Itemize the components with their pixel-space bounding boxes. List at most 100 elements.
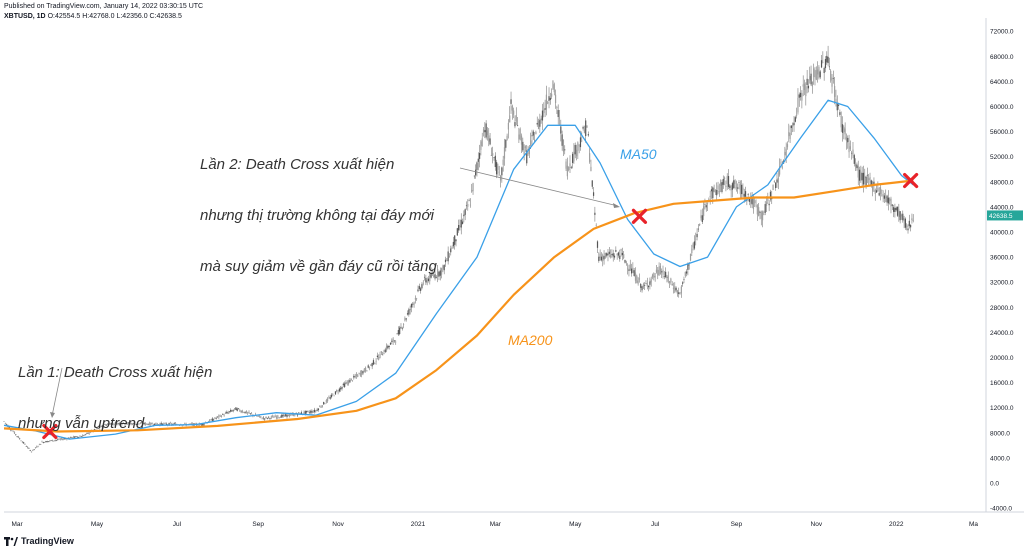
candle-body: [11, 430, 13, 432]
candle-body: [285, 414, 287, 416]
candle-body: [270, 416, 272, 418]
candle-body: [497, 166, 499, 170]
candle-body: [129, 423, 131, 425]
candle-body: [72, 436, 75, 438]
x-tick-label: Sep: [252, 521, 264, 528]
candle-body: [836, 102, 838, 111]
annotation-first-cross: Lần 1: Death Cross xuất hiện nhưng vẫn u…: [18, 330, 212, 449]
candle-body: [227, 412, 229, 414]
candle-body: [680, 286, 682, 294]
candle-body: [692, 243, 694, 248]
candle-body: [595, 225, 597, 226]
candle-body: [454, 235, 456, 245]
candle-body: [42, 442, 44, 443]
candle-body: [61, 438, 63, 440]
candle-body: [399, 327, 401, 335]
candle-body: [835, 98, 837, 103]
candle-body: [47, 441, 50, 442]
candle-body: [319, 406, 321, 408]
candle-body: [303, 411, 305, 414]
candle-body: [505, 139, 507, 148]
candle-body: [361, 370, 363, 375]
candle-body: [514, 122, 516, 127]
candle-body: [23, 442, 25, 444]
candle-body: [891, 204, 893, 206]
candle-body: [274, 415, 276, 418]
candle-body: [118, 423, 120, 425]
candle-body: [738, 182, 740, 183]
candle-body: [393, 340, 396, 342]
candle-body: [877, 187, 879, 192]
candle-body: [120, 424, 122, 425]
candle-body: [858, 169, 861, 181]
candle-body: [324, 403, 326, 405]
candle-body: [856, 164, 858, 169]
candle-body: [598, 256, 600, 261]
candle-body: [691, 248, 693, 254]
candle-body: [644, 285, 646, 286]
candle-body: [502, 159, 504, 165]
candle-body: [109, 423, 111, 425]
candle-body: [442, 265, 444, 269]
candle-body: [282, 414, 284, 417]
candle-body: [142, 424, 144, 425]
candle-body: [366, 370, 368, 372]
candle-body: [458, 224, 460, 231]
candle-body: [383, 353, 385, 355]
candle-body: [878, 192, 880, 196]
candle-body: [592, 192, 595, 196]
candle-body: [759, 211, 761, 213]
candle-body: [482, 129, 485, 133]
candle-body: [767, 196, 769, 201]
y-axis: 72000.0 68000.0 64000.0 60000.0 56000.0 52000…: [987, 29, 1023, 513]
candle-body: [144, 423, 147, 425]
candle-body: [51, 439, 54, 442]
candle-body: [784, 151, 786, 156]
candle-body: [28, 448, 30, 449]
candle-body: [226, 412, 228, 414]
candle-body: [78, 436, 80, 438]
candle-body: [362, 371, 364, 374]
candle-body: [247, 412, 249, 414]
candle-body: [797, 97, 799, 113]
candle-body: [121, 424, 123, 425]
candle-body: [641, 286, 643, 291]
candle-body: [240, 411, 242, 413]
candle-body: [459, 226, 461, 227]
candle-body: [327, 398, 329, 402]
y-tick-label: 68000.0: [990, 54, 1014, 61]
candle-body: [450, 248, 452, 253]
candle-body: [378, 357, 380, 360]
candle-body: [834, 86, 836, 97]
y-tick-label: 8000.0: [990, 430, 1010, 437]
candle-body: [401, 328, 403, 329]
y-tick-label: 56000.0: [990, 129, 1014, 136]
candle-body: [570, 166, 572, 168]
candle-body: [561, 134, 563, 146]
candle-body: [443, 264, 445, 271]
candle-body: [591, 180, 593, 187]
candle-body: [329, 397, 331, 399]
candle-body: [894, 208, 896, 212]
candle-body: [655, 269, 658, 273]
candle-body: [536, 122, 538, 125]
candle-body: [851, 152, 853, 154]
ma50-line: [3, 99, 914, 440]
candle-body: [467, 204, 469, 207]
candle-body: [325, 399, 327, 403]
candle-body: [426, 280, 428, 284]
candle-body: [385, 345, 388, 351]
candle-body: [294, 414, 296, 416]
candle-body: [898, 209, 900, 217]
y-tick-label: 12000.0: [990, 405, 1014, 412]
candle-body: [309, 411, 312, 413]
candle-body: [402, 324, 405, 325]
candle-body: [630, 268, 633, 274]
candle-body: [839, 112, 841, 115]
candle-body: [165, 423, 168, 425]
candle-body: [210, 419, 212, 420]
candle-body: [903, 217, 905, 222]
candle-body: [668, 281, 671, 283]
candle-body: [776, 179, 778, 183]
